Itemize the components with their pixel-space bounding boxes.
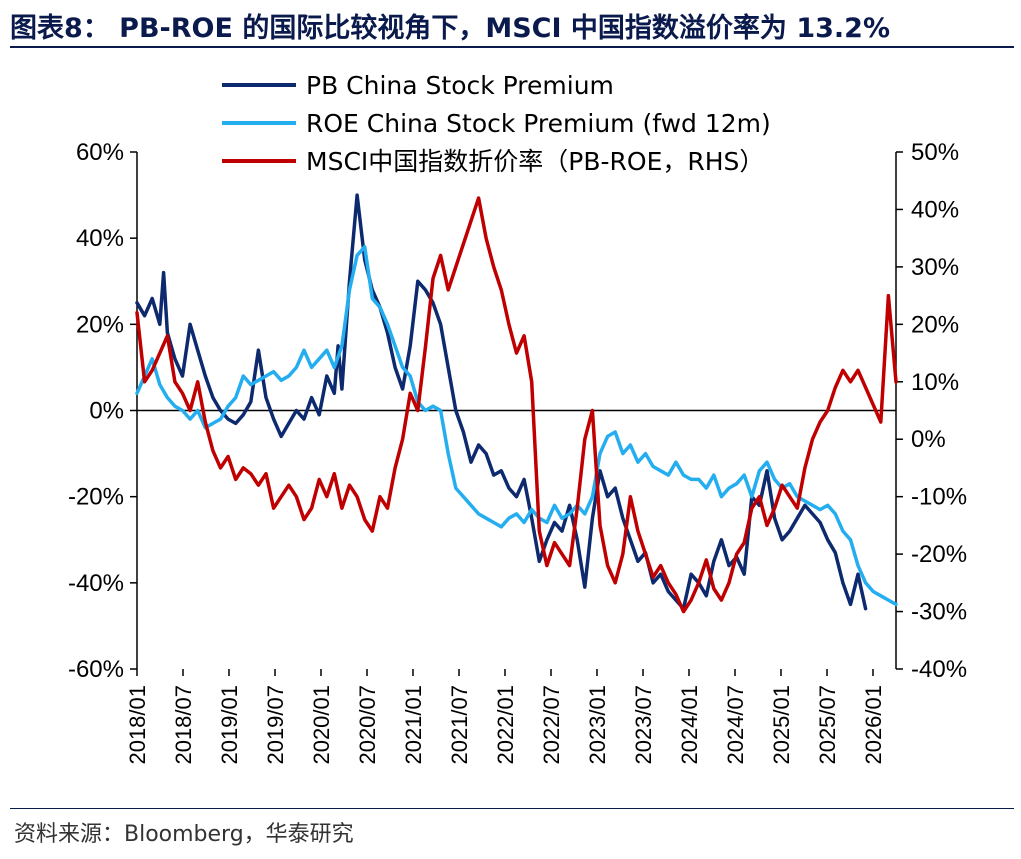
right-tick-label: 20%	[911, 311, 959, 338]
left-tick-label: 40%	[76, 225, 124, 252]
x-tick-label: 2021/07	[447, 685, 472, 765]
left-tick-label: 60%	[76, 139, 124, 166]
x-tick-label: 2018/01	[125, 685, 150, 765]
right-tick-label: -40%	[911, 656, 967, 683]
left-tick-label: -20%	[68, 484, 124, 511]
source-note: 资料来源：Bloomberg，华泰研究	[14, 822, 354, 847]
left-tick-label: 0%	[89, 398, 124, 425]
x-tick-label: 2018/07	[171, 685, 196, 765]
x-tick-label: 2019/07	[263, 685, 288, 765]
chart-legend: PB China Stock Premium ROE China Stock Pr…	[222, 71, 771, 176]
right-tick-label: -10%	[911, 484, 967, 511]
right-tick-label: -30%	[911, 599, 967, 626]
source-divider	[10, 808, 1014, 809]
legend-label-1: PB China Stock Premium	[306, 71, 614, 100]
x-tick-label: 2024/07	[723, 685, 748, 765]
x-tick-label: 2025/07	[815, 685, 840, 765]
x-tick-label: 2020/01	[309, 685, 334, 765]
series-line-3	[135, 196, 898, 614]
x-tick-label: 2022/07	[539, 685, 564, 765]
right-tick-label: 0%	[911, 426, 946, 453]
x-tick-label: 2025/01	[769, 685, 794, 765]
series-line-1	[135, 193, 868, 611]
title-divider	[10, 46, 1014, 48]
right-tick-label: -20%	[911, 541, 967, 568]
left-tick-label: -40%	[68, 570, 124, 597]
left-tick-label: 20%	[76, 311, 124, 338]
x-tick-label: 2022/01	[493, 685, 518, 765]
chart-lines	[135, 193, 898, 614]
x-tick-label: 2023/07	[631, 685, 656, 765]
x-tick-label: 2020/07	[355, 685, 380, 765]
chart-axes: 60% 40% 20% 0% -20% -40% -60% 50% 40% 30% 20% 10% 0%…	[68, 139, 967, 765]
legend-label-2: ROE China Stock Premium (fwd 12m)	[306, 109, 771, 138]
right-tick-label: 40%	[911, 196, 959, 223]
legend-label-3: MSCI中国指数折价率（PB-ROE，RHS）	[306, 147, 764, 176]
x-tick-label: 2021/01	[401, 685, 426, 765]
chart-title: 图表8： PB-ROE 的国际比较视角下，MSCI 中国指数溢价率为 13.2%	[10, 13, 890, 44]
x-tick-label: 2019/01	[217, 685, 242, 765]
x-tick-label: 2023/01	[585, 685, 610, 765]
left-tick-label: -60%	[68, 656, 124, 683]
right-tick-label: 10%	[911, 369, 959, 396]
right-tick-label: 50%	[911, 139, 959, 166]
series-line-2	[135, 245, 898, 607]
x-tick-label: 2024/01	[677, 685, 702, 765]
x-tick-label: 2026/01	[861, 685, 886, 765]
right-tick-label: 30%	[911, 254, 959, 281]
